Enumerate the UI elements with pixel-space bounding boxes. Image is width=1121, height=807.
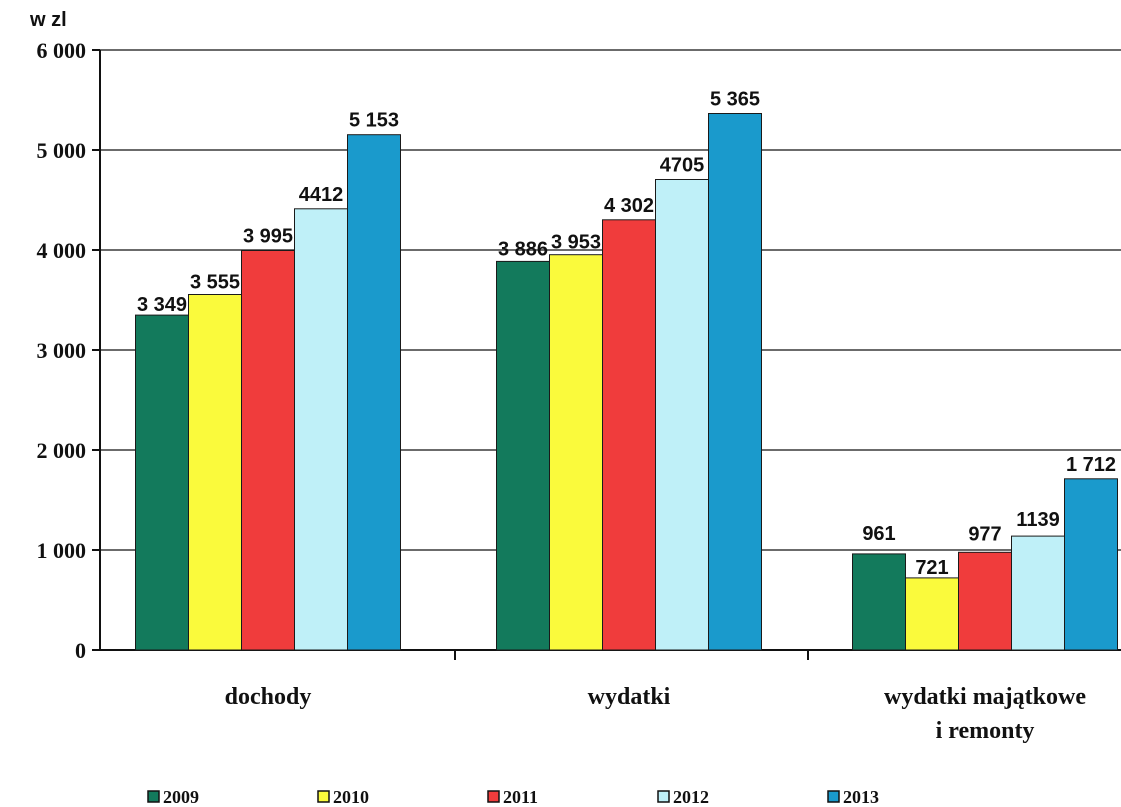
legend-label: 2009 (163, 787, 199, 807)
y-unit-label: w zl (29, 9, 67, 31)
y-tick-label: 3 000 (37, 338, 87, 363)
data-label: 3 886 (498, 238, 548, 260)
bar-2009 (496, 260, 550, 651)
bar-2010 (549, 254, 603, 651)
bar-2011 (241, 250, 295, 651)
y-tick-label: 5 000 (37, 138, 87, 163)
y-tick-label: 4 000 (37, 238, 87, 263)
legend-label: 2010 (333, 787, 369, 807)
data-label: 5 365 (710, 89, 760, 111)
bar-2012 (294, 208, 348, 651)
data-label: 721 (915, 557, 948, 579)
data-label: 4 302 (604, 195, 654, 217)
legend-label: 2011 (503, 787, 538, 807)
bar-2011 (958, 551, 1012, 651)
data-label: 3 953 (551, 232, 601, 254)
category-label: dochody (225, 684, 312, 710)
data-label: 4705 (660, 155, 705, 177)
bar-2012 (1011, 535, 1065, 651)
legend-swatch-2010 (317, 790, 330, 803)
legend-swatch-2009 (147, 790, 160, 803)
legend-swatch-2013 (827, 790, 840, 803)
bar-2010 (905, 577, 959, 651)
bar-2013 (347, 134, 401, 651)
category-label: i remonty (936, 718, 1035, 744)
data-label: 5 153 (349, 110, 399, 132)
bar-2012 (655, 179, 709, 651)
legend-label: 2012 (673, 787, 709, 807)
bar-2009 (852, 553, 906, 651)
y-tick-label: 2 000 (37, 438, 87, 463)
data-label: 961 (862, 523, 895, 545)
legend-swatch-2011 (487, 790, 500, 803)
data-label: 1139 (1016, 509, 1059, 531)
data-label: 4412 (299, 184, 344, 206)
bar-2009 (135, 314, 189, 651)
category-label: wydatki (588, 684, 671, 710)
legend-label: 2013 (843, 787, 879, 807)
category-label: wydatki majątkowe (884, 684, 1086, 710)
y-tick-label: 0 (75, 638, 86, 663)
legend-swatch-2012 (657, 790, 670, 803)
bar-2010 (188, 294, 242, 651)
y-tick-label: 1 000 (37, 538, 87, 563)
bar-2013 (1064, 478, 1118, 651)
data-label: 977 (968, 523, 1001, 545)
data-label: 3 555 (190, 272, 240, 294)
bar-2013 (708, 113, 762, 651)
data-label: 3 995 (243, 226, 293, 248)
y-tick-label: 6 000 (37, 38, 87, 63)
data-label: 1 712 (1066, 454, 1116, 476)
bar-2011 (602, 219, 656, 651)
data-label: 3 349 (137, 294, 187, 316)
